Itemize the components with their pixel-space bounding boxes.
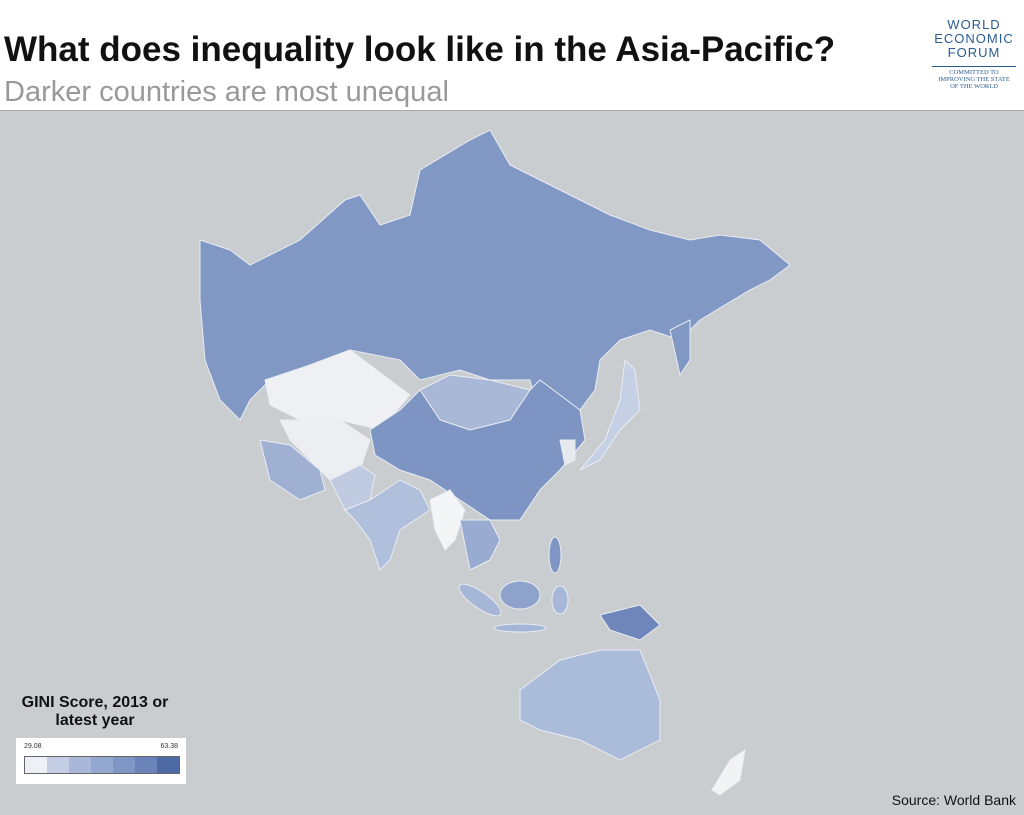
map bbox=[199, 129, 791, 796]
legend-title: latest year bbox=[55, 712, 135, 729]
logo-text: FORUM bbox=[947, 45, 1001, 60]
sumatra bbox=[458, 583, 502, 617]
legend-swatch bbox=[25, 757, 47, 773]
southeast-asia bbox=[459, 519, 501, 571]
papua bbox=[599, 604, 661, 641]
sulawesi bbox=[551, 585, 569, 615]
legend-max: 63.38 bbox=[160, 743, 178, 750]
header: What does inequality look like in the As… bbox=[0, 0, 1024, 111]
legend-swatch bbox=[135, 757, 157, 773]
logo-text: ECONOMIC bbox=[934, 31, 1014, 46]
title: What does inequality look like in the As… bbox=[4, 30, 836, 69]
australia bbox=[519, 649, 661, 761]
legend-swatch bbox=[91, 757, 113, 773]
legend-swatch bbox=[69, 757, 91, 773]
myanmar bbox=[429, 489, 466, 551]
india bbox=[344, 479, 431, 571]
pakistan bbox=[329, 464, 376, 511]
japan bbox=[579, 358, 641, 471]
logo-text: WORLD bbox=[947, 17, 1001, 32]
sakhalin bbox=[669, 319, 691, 377]
legend-min: 29.08 bbox=[24, 743, 42, 750]
legend-swatches bbox=[24, 756, 180, 774]
legend-swatch bbox=[47, 757, 69, 773]
philippines bbox=[548, 536, 562, 574]
borneo bbox=[499, 580, 541, 610]
logo-tagline: COMMITTED TO bbox=[949, 69, 999, 76]
logo-rule bbox=[932, 66, 1016, 67]
legend: GINI Score, 2013 or latest year 29.08 63… bbox=[0, 694, 190, 784]
korea bbox=[559, 439, 576, 466]
legend-box: 29.08 63.38 bbox=[16, 738, 186, 784]
legend-swatch bbox=[157, 757, 179, 773]
subtitle: Darker countries are most unequal bbox=[4, 76, 449, 108]
java bbox=[493, 623, 547, 633]
legend-title: GINI Score, 2013 or bbox=[21, 694, 169, 711]
kazakhstan bbox=[264, 349, 411, 431]
legend-swatch bbox=[113, 757, 135, 773]
logo-tagline: IMPROVING THE STATE bbox=[938, 76, 1010, 83]
logo-tagline: OF THE WORLD bbox=[950, 83, 998, 90]
china bbox=[369, 379, 586, 521]
iran bbox=[259, 439, 326, 501]
new-zealand bbox=[711, 748, 746, 796]
source: Source: World Bank bbox=[891, 792, 1016, 808]
logo: WORLD ECONOMIC FORUM COMMITTED TO IMPROV… bbox=[928, 18, 1020, 90]
